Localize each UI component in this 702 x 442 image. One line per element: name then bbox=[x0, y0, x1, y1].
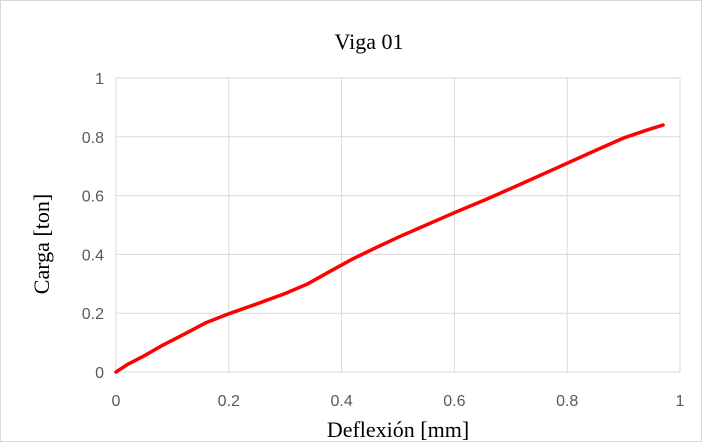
x-tick-label: 0 bbox=[112, 393, 121, 410]
grid-lines bbox=[115, 77, 681, 373]
y-tick-label: 0.8 bbox=[82, 130, 104, 147]
x-axis-label: Deflexión [mm] bbox=[327, 417, 469, 441]
y-tick-label: 0.2 bbox=[82, 306, 104, 323]
chart-title: Viga 01 bbox=[335, 29, 404, 54]
x-tick-labels: 0 0.2 0.4 0.6 0.8 1 bbox=[112, 393, 685, 410]
x-tick-label: 0.4 bbox=[330, 393, 352, 410]
y-tick-labels: 0 0.2 0.4 0.6 0.8 1 bbox=[82, 71, 104, 382]
y-tick-label: 0.4 bbox=[82, 247, 104, 264]
x-tick-label: 0.6 bbox=[443, 393, 465, 410]
y-axis-label: Carga [ton] bbox=[29, 194, 54, 294]
x-tick-label: 0.8 bbox=[556, 393, 578, 410]
y-tick-label: 0 bbox=[95, 365, 104, 382]
x-tick-label: 1 bbox=[676, 393, 685, 410]
y-tick-label: 0.6 bbox=[82, 189, 104, 206]
series-layer bbox=[114, 123, 665, 374]
series-line-0 bbox=[114, 123, 665, 374]
x-tick-label: 0.2 bbox=[218, 393, 240, 410]
y-tick-label: 1 bbox=[95, 71, 104, 88]
